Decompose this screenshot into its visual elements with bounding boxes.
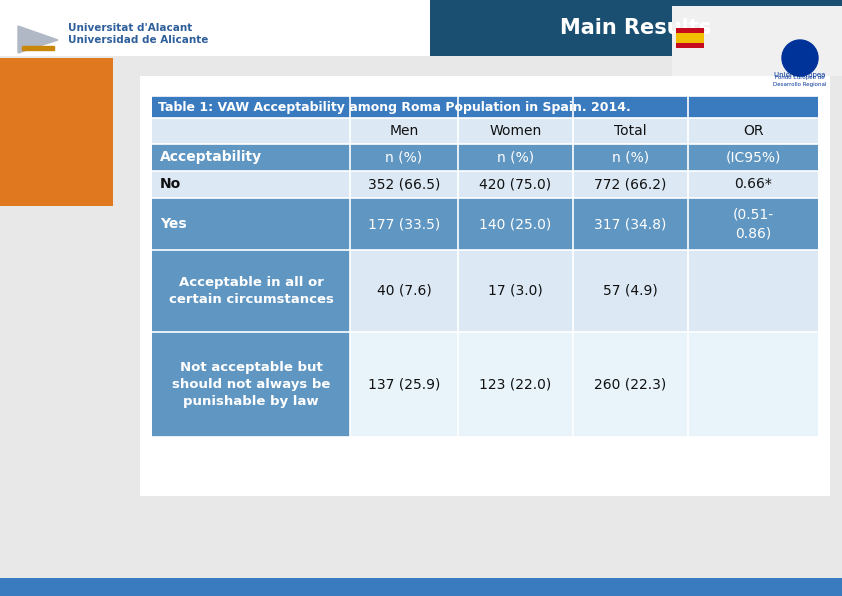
Text: Total: Total [614,124,647,138]
Text: 260 (22.3): 260 (22.3) [594,377,667,392]
Bar [350,144,458,171]
Bar [573,332,688,437]
Bar [0,0,842,53]
Text: 352 (66.5): 352 (66.5) [368,178,440,191]
Text: Women: Women [489,124,541,138]
Bar [140,76,830,496]
Bar [676,28,704,48]
Text: Universitat d'Alacant: Universitat d'Alacant [68,23,192,33]
Bar [350,171,458,198]
Bar [350,118,458,144]
Text: 420 (75.0): 420 (75.0) [479,178,552,191]
Bar [573,144,688,171]
Text: 0.66*: 0.66* [734,178,772,191]
Bar [152,144,350,171]
Bar [458,118,573,144]
Bar [350,198,458,250]
Text: 137 (25.9): 137 (25.9) [368,377,440,392]
Bar [152,198,350,250]
Text: n (%): n (%) [612,151,649,164]
Text: 772 (66.2): 772 (66.2) [594,178,667,191]
Bar [430,0,842,56]
Bar [688,198,818,250]
Text: Yes: Yes [160,217,187,231]
Bar [573,198,688,250]
Bar [573,250,688,332]
Text: 17 (3.0): 17 (3.0) [488,284,543,298]
Bar [672,6,842,76]
Text: 57 (4.9): 57 (4.9) [603,284,658,298]
Bar [152,96,818,118]
Bar [688,171,818,198]
Bar [458,332,573,437]
Bar [458,144,573,171]
Polygon shape [22,46,54,50]
Bar [458,198,573,250]
Text: Main Results: Main Results [561,18,711,38]
Text: n (%): n (%) [386,151,423,164]
Text: n (%): n (%) [497,151,534,164]
Bar [350,250,458,332]
Bar [573,118,688,144]
Text: Not acceptable but
should not always be
punishable by law: Not acceptable but should not always be … [172,361,330,408]
Text: Acceptability: Acceptability [160,151,262,164]
Text: (0.51-
0.86): (0.51- 0.86) [733,208,774,240]
Text: 40 (7.6): 40 (7.6) [376,284,431,298]
Text: Unión Europea: Unión Europea [775,72,826,79]
Text: 317 (34.8): 317 (34.8) [594,217,667,231]
Text: OR: OR [743,124,763,138]
Bar [676,33,704,43]
Text: Universidad de Alicante: Universidad de Alicante [68,35,208,45]
Bar [573,171,688,198]
Bar [0,58,113,206]
Bar [688,250,818,332]
Bar [152,250,350,332]
Bar [458,171,573,198]
Bar [152,332,350,437]
Text: 140 (25.0): 140 (25.0) [479,217,552,231]
Text: 177 (33.5): 177 (33.5) [368,217,440,231]
Text: 123 (22.0): 123 (22.0) [479,377,552,392]
Circle shape [782,40,818,76]
Bar [350,332,458,437]
Bar [688,332,818,437]
Text: (IC95%): (IC95%) [725,151,781,164]
Bar [688,118,818,144]
Text: Fondo Europeo de
Desarrollo Regional: Fondo Europeo de Desarrollo Regional [773,75,827,87]
Bar [458,250,573,332]
Text: No: No [160,178,181,191]
Text: Men: Men [389,124,418,138]
Bar [152,171,350,198]
Text: Acceptable in all or
certain circumstances: Acceptable in all or certain circumstanc… [168,276,333,306]
Bar [0,578,842,596]
Polygon shape [18,26,58,53]
Bar [688,144,818,171]
Text: Table 1: VAW Acceptability among Roma Population in Spain. 2014.: Table 1: VAW Acceptability among Roma Po… [158,101,631,113]
Bar [152,118,350,144]
